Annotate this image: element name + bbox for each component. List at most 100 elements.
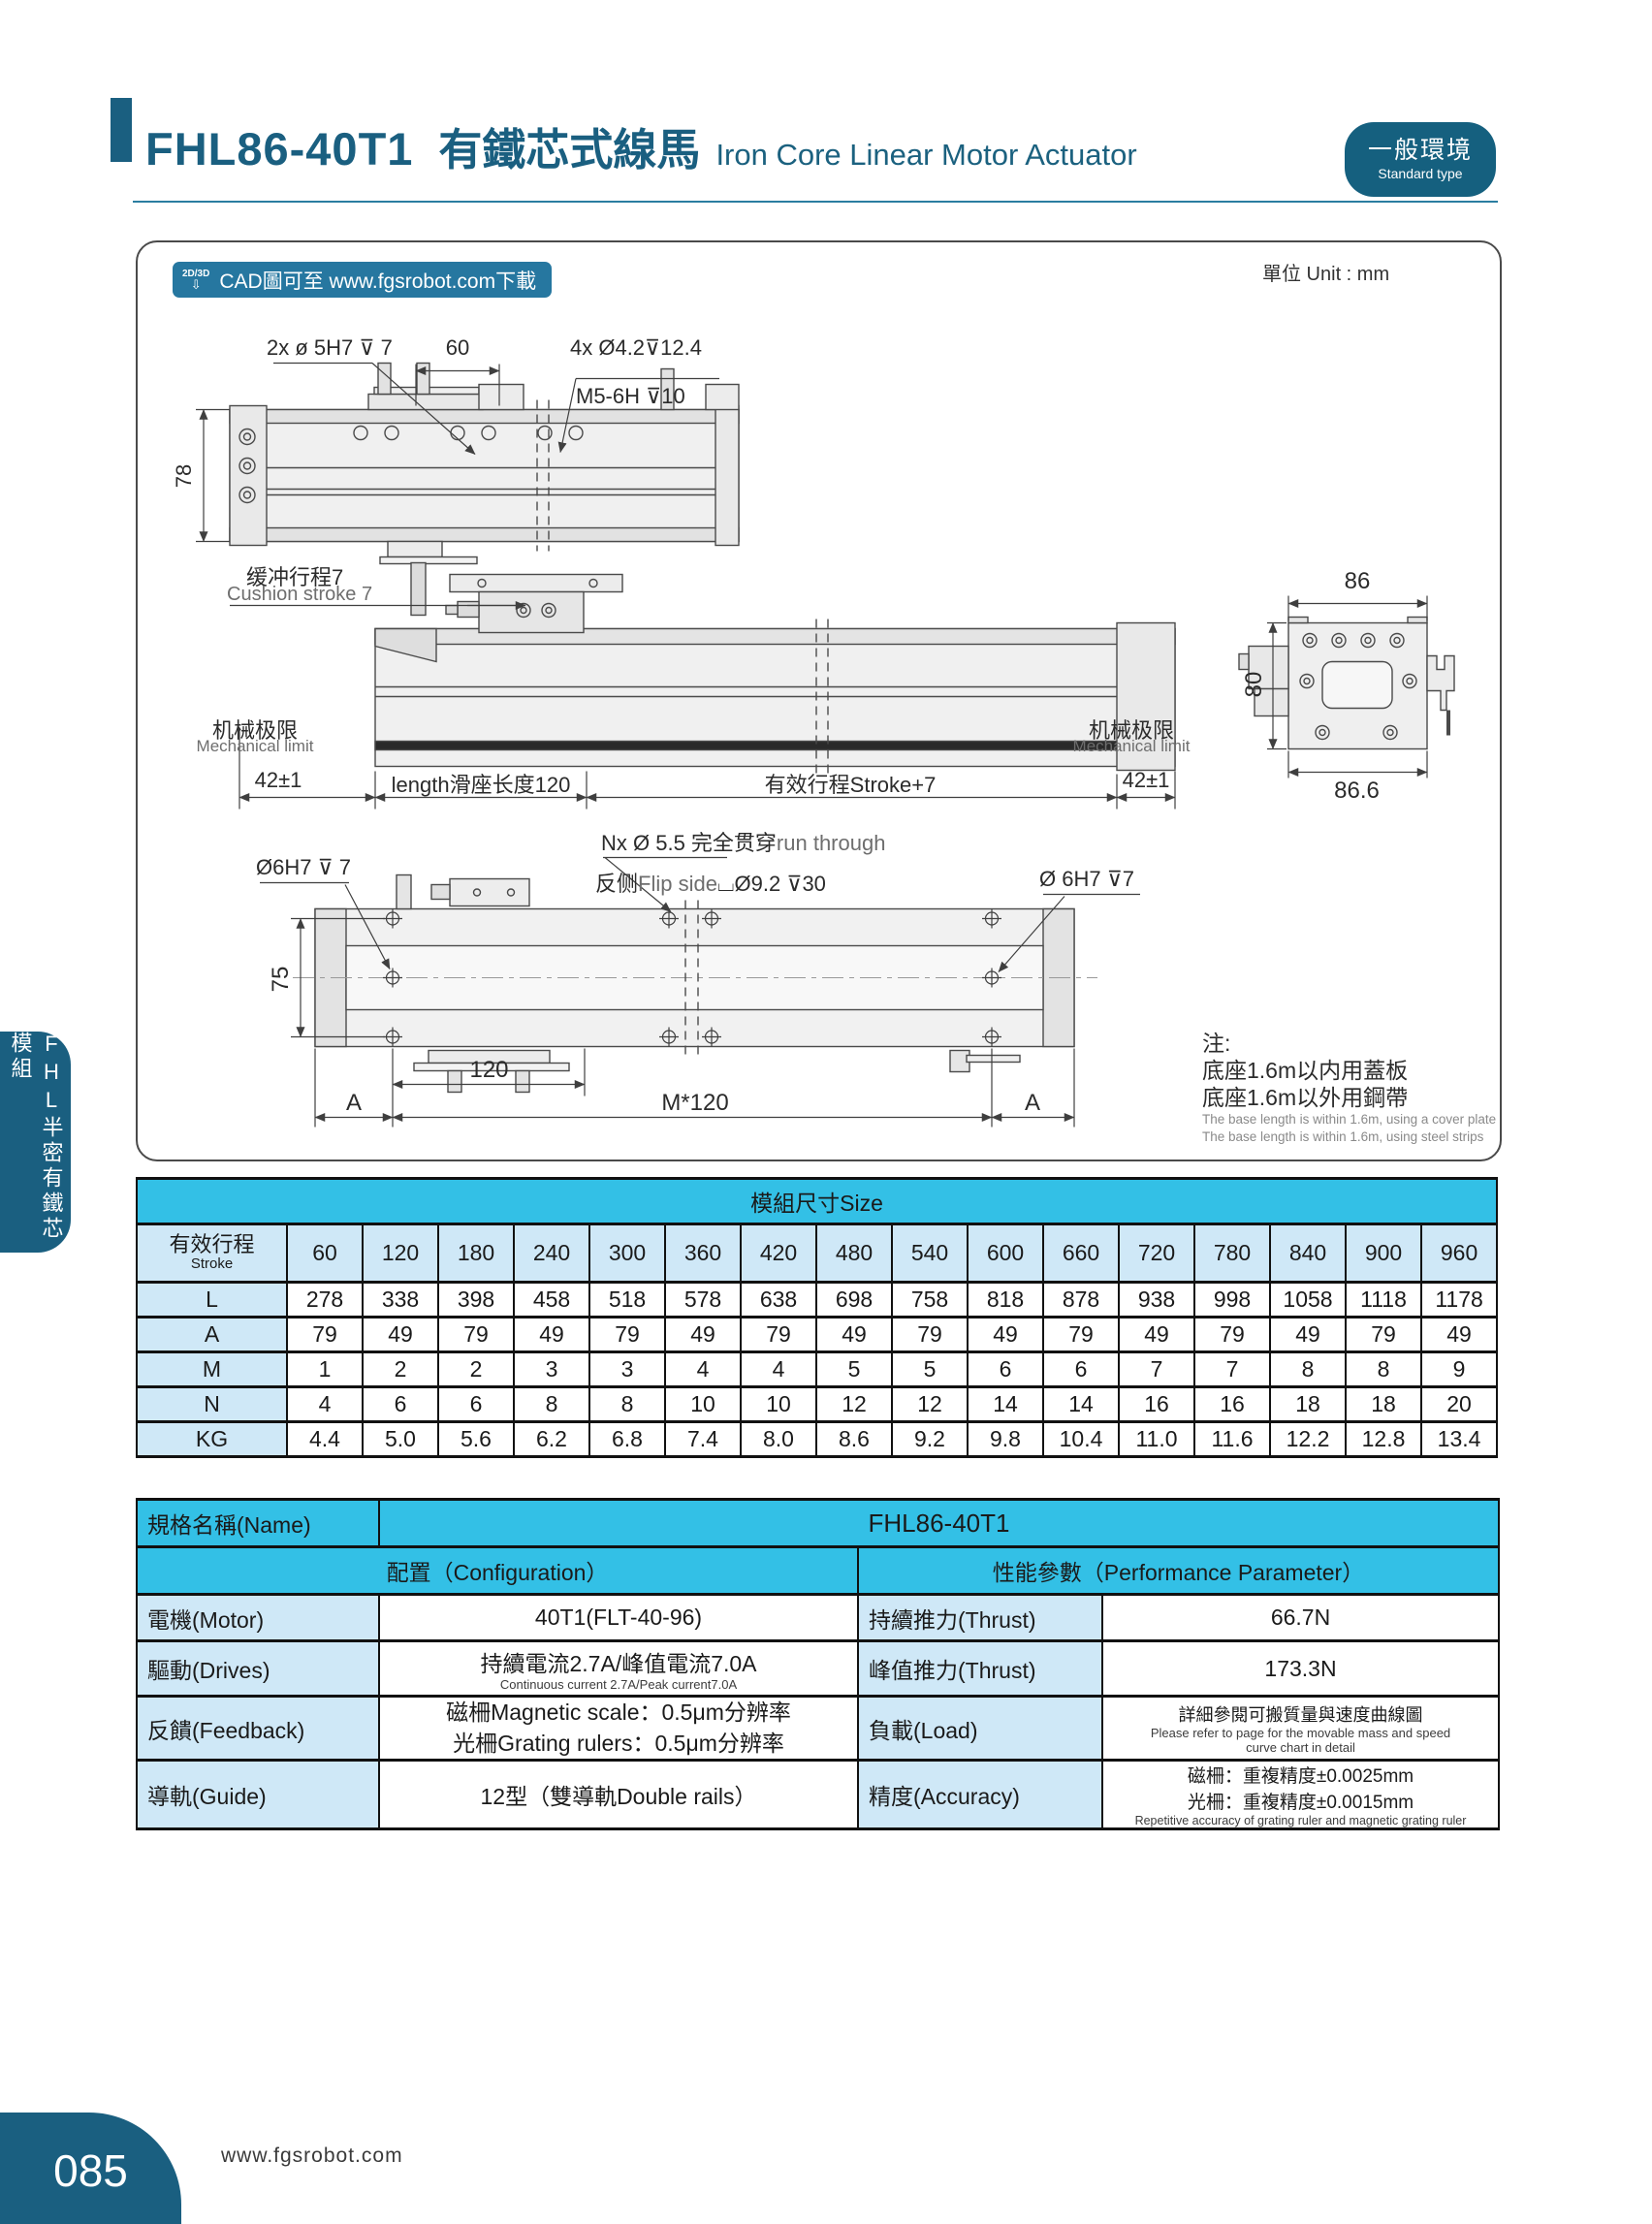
motor-label: 電機(Motor) bbox=[136, 1593, 380, 1642]
size-cell: 638 bbox=[740, 1281, 817, 1319]
dim-flip-en: Flip side bbox=[638, 872, 717, 896]
size-cell: 5.6 bbox=[437, 1420, 515, 1458]
size-cell: 10 bbox=[664, 1385, 742, 1423]
load-value: 詳細參閱可搬質量與速度曲線圖 Please refer to page for … bbox=[1100, 1695, 1501, 1762]
size-cell: 698 bbox=[815, 1281, 893, 1319]
stroke-header-cell: 840 bbox=[1269, 1223, 1347, 1284]
plan-holes bbox=[383, 908, 1001, 1047]
stroke-header-cell: 480 bbox=[815, 1223, 893, 1284]
stroke-header-cell: 780 bbox=[1193, 1223, 1271, 1284]
size-cell: 7 bbox=[1118, 1350, 1195, 1388]
dim-4x-4-2: 4x Ø4.2⊽12.4 bbox=[570, 335, 702, 360]
size-cell: 878 bbox=[1042, 1281, 1120, 1319]
size-row-label: M bbox=[136, 1350, 288, 1388]
note-english-2: The base length is within 1.6m, using st… bbox=[1202, 1128, 1484, 1144]
thrust-peak-value: 173.3N bbox=[1100, 1639, 1501, 1698]
size-cell: 7.4 bbox=[664, 1420, 742, 1458]
size-cell: 998 bbox=[1193, 1281, 1271, 1319]
size-cell: 2 bbox=[437, 1350, 515, 1388]
page-number: 085 bbox=[53, 2145, 128, 2196]
note-title: 注: bbox=[1202, 1031, 1231, 1056]
stroke-header-cell: 420 bbox=[740, 1223, 817, 1284]
size-cell: 9.8 bbox=[967, 1420, 1044, 1458]
cad-note-text: CAD圖可至 www.fgsrobot.com下載 bbox=[219, 270, 537, 293]
technical-drawing-panel: 2D/3D ⇩ CAD圖可至 www.fgsrobot.com下載 單位 Uni… bbox=[136, 240, 1502, 1161]
cad-tag: 2D/3D bbox=[182, 268, 210, 279]
drives-value-sub: Continuous current 2.7A/Peak current7.0A bbox=[499, 1676, 738, 1692]
size-cell: 458 bbox=[513, 1281, 590, 1319]
stroke-header-label: 有效行程 Stroke bbox=[136, 1223, 288, 1284]
cad-download-icon: 2D/3D ⇩ bbox=[182, 268, 210, 292]
size-cell: 518 bbox=[588, 1281, 666, 1319]
size-cell: 49 bbox=[513, 1316, 590, 1353]
size-cell: 578 bbox=[664, 1281, 742, 1319]
dim-nx-english: run through bbox=[776, 831, 886, 855]
page-number-tab: 085 bbox=[0, 2113, 181, 2224]
size-cell: 6.2 bbox=[513, 1420, 590, 1458]
spec-drives-row: 驅動(Drives) 持續電流2.7A/峰值電流7.0A Continuous … bbox=[136, 1639, 1501, 1698]
stroke-header-cell: 120 bbox=[362, 1223, 439, 1284]
header-divider bbox=[133, 201, 1498, 203]
accuracy-line-2: 光柵：重複精度±0.0015mm bbox=[1187, 1793, 1414, 1813]
size-cell: 8 bbox=[588, 1385, 666, 1423]
size-table-row: L 278 338 398 458 518 578 638 698 758 818 878 938 998… bbox=[136, 1281, 1499, 1319]
thrust-peak-label: 峰值推力(Thrust) bbox=[857, 1639, 1103, 1698]
size-row-label: KG bbox=[136, 1420, 288, 1458]
view-end bbox=[1238, 616, 1455, 750]
dim-nx-5-5: Nx Ø 5.5 完全贯穿run through bbox=[601, 826, 885, 857]
size-cell: 11.6 bbox=[1193, 1420, 1271, 1458]
sidebar-category-tab: FHL半密有鐵芯模組 bbox=[0, 1032, 71, 1253]
dim-86-6: 86.6 bbox=[1334, 778, 1380, 804]
endview-dimensions bbox=[1267, 595, 1428, 778]
size-cell: 12 bbox=[891, 1385, 969, 1423]
view-side-elevation-middle bbox=[374, 561, 1176, 777]
feedback-line-2: 光柵Grating rulers：0.5μm分辨率 bbox=[453, 1730, 784, 1756]
performance-header: 性能參數（Performance Parameter） bbox=[856, 1545, 1501, 1596]
label-mechanical-limit-left-cn: 机械极限 bbox=[211, 718, 298, 743]
label-mechanical-limit-right-cn: 机械极限 bbox=[1088, 718, 1174, 743]
spec-name-label: 規格名稱(Name) bbox=[136, 1498, 380, 1548]
spec-table: 規格名稱(Name) FHL86-40T1 配置（Configuration） … bbox=[136, 1498, 1501, 1831]
size-cell: 4 bbox=[664, 1350, 742, 1388]
size-cell: 49 bbox=[1118, 1316, 1195, 1353]
stroke-header-cell: 600 bbox=[967, 1223, 1044, 1284]
size-cell: 1 bbox=[286, 1350, 364, 1388]
accuracy-line-1: 磁柵：重複精度±0.0025mm bbox=[1187, 1766, 1414, 1787]
dim-60: 60 bbox=[445, 335, 470, 360]
label-cushion-stroke-en: Cushion stroke 7 bbox=[227, 584, 373, 605]
size-cell: 20 bbox=[1419, 1385, 1499, 1423]
dim-86: 86 bbox=[1344, 568, 1371, 594]
dim-75: 75 bbox=[268, 966, 294, 993]
view2-dimensions bbox=[230, 600, 1176, 810]
size-cell: 1058 bbox=[1269, 1281, 1347, 1319]
view-plan bbox=[293, 874, 1097, 1094]
stroke-header-cell: 360 bbox=[664, 1223, 742, 1284]
size-cell: 79 bbox=[1193, 1316, 1271, 1353]
load-label: 負載(Load) bbox=[857, 1695, 1103, 1762]
title-chinese: 有鐵芯式線馬 bbox=[438, 125, 701, 175]
stroke-label-en: Stroke bbox=[190, 1255, 234, 1273]
stroke-header-cell: 540 bbox=[891, 1223, 969, 1284]
size-cell: 16 bbox=[1193, 1385, 1271, 1423]
load-value-sub2: curve chart in detail bbox=[1246, 1739, 1355, 1755]
size-cell: 79 bbox=[1042, 1316, 1120, 1353]
size-cell: 398 bbox=[437, 1281, 515, 1319]
spec-name-row: 規格名稱(Name) FHL86-40T1 bbox=[136, 1498, 1501, 1548]
stroke-header-cell: 300 bbox=[588, 1223, 666, 1284]
size-cell: 5.0 bbox=[362, 1420, 439, 1458]
dim-2x-5h7: 2x ø 5H7 ⊽ 7 bbox=[267, 335, 393, 360]
size-cell: 278 bbox=[286, 1281, 364, 1319]
size-cell: 4 bbox=[740, 1350, 817, 1388]
stroke-header-cell: 180 bbox=[437, 1223, 515, 1284]
download-arrow-icon: ⇩ bbox=[190, 276, 202, 292]
dim-flip-cn: 反侧 bbox=[595, 872, 639, 896]
size-cell: 49 bbox=[664, 1316, 742, 1353]
size-cell: 16 bbox=[1118, 1385, 1195, 1423]
size-cell: 8 bbox=[1345, 1350, 1422, 1388]
size-table-row: N 4 6 6 8 8 10 10 12 12 14 14 16 16 18 18 20 bbox=[136, 1385, 1499, 1423]
size-cell: 49 bbox=[967, 1316, 1044, 1353]
size-cell: 49 bbox=[1269, 1316, 1347, 1353]
size-cell: 79 bbox=[437, 1316, 515, 1353]
plan-dimensions bbox=[260, 856, 1140, 1128]
